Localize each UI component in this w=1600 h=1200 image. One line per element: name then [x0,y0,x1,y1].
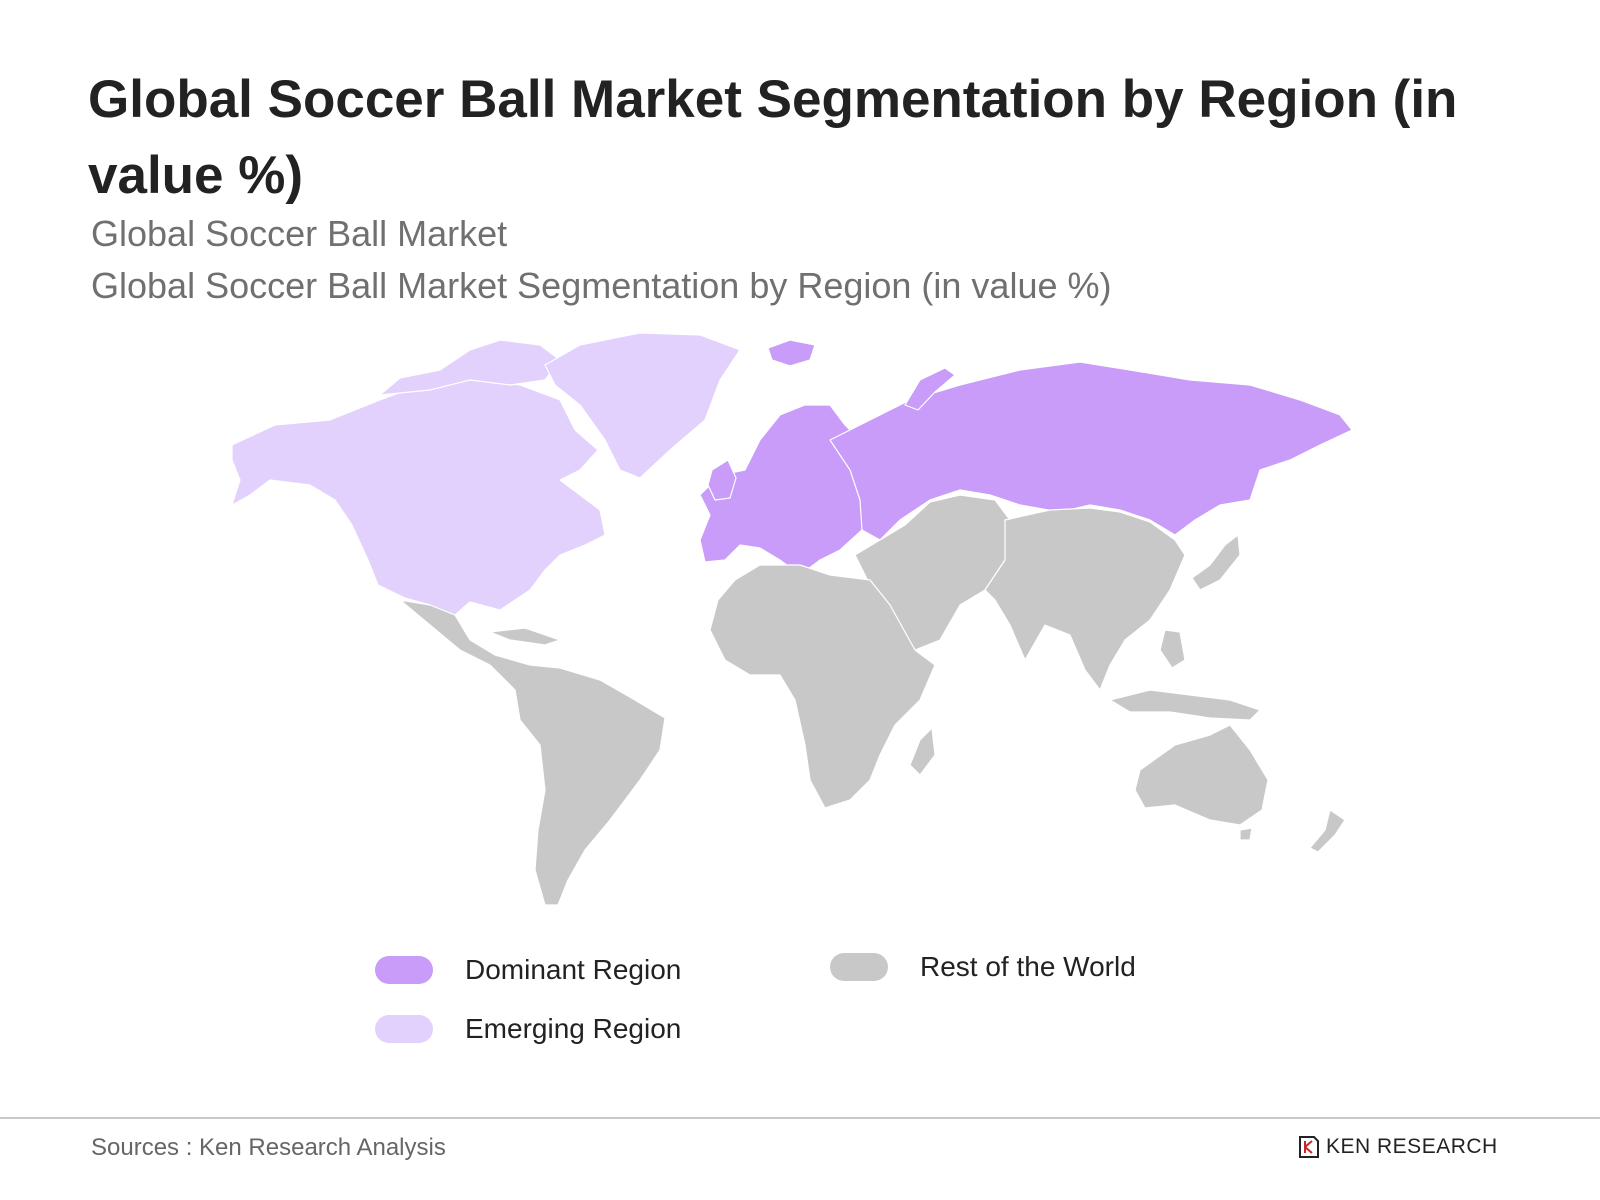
legend-emerging-label: Emerging Region [465,1013,682,1044]
region-africa [709,564,936,809]
region-australia [1134,724,1269,826]
legend-dominant-label: Dominant Region [465,954,682,985]
region-madagascar [909,727,936,776]
legend-emerging: Emerging Region [375,1009,681,1049]
region-arctic-islands [379,339,561,396]
region-iceland [767,339,816,367]
region-british-isles [707,459,737,501]
region-tasmania [1239,827,1253,841]
region-latin-america [399,599,666,906]
legend-dominant-swatch [375,956,433,984]
legend-rest-label: Rest of the World [920,951,1136,982]
legend-rest: Rest of the World [830,947,1136,987]
region-philippines [1159,629,1186,669]
subtitle-segmentation: Global Soccer Ball Market Segmentation b… [91,265,1112,306]
footer-divider [0,1117,1600,1119]
region-caribbean [489,627,561,646]
region-se-asia-islands [1109,689,1261,721]
source-note: Sources : Ken Research Analysis [91,1134,446,1161]
region-asia [984,507,1186,691]
region-japan [1191,534,1241,591]
region-new-zealand [1309,809,1346,853]
region-north-america [231,379,606,616]
region-russia [829,361,1353,541]
region-novaya-zemlya [904,367,956,411]
brand-name: KEN RESEARCH [1326,1135,1498,1158]
legend-emerging-swatch [375,1015,433,1043]
world-map [231,332,1353,906]
subtitle-market: Global Soccer Ball Market [91,213,508,254]
brand-logo: KEN RESEARCH [1298,1135,1498,1159]
ken-research-logo-icon [1299,1136,1319,1158]
legend-dominant: Dominant Region [375,950,681,990]
legend-rest-swatch [830,953,888,981]
region-greenland [544,332,741,479]
page-title: Global Soccer Ball Market Segmentation b… [88,70,1458,205]
